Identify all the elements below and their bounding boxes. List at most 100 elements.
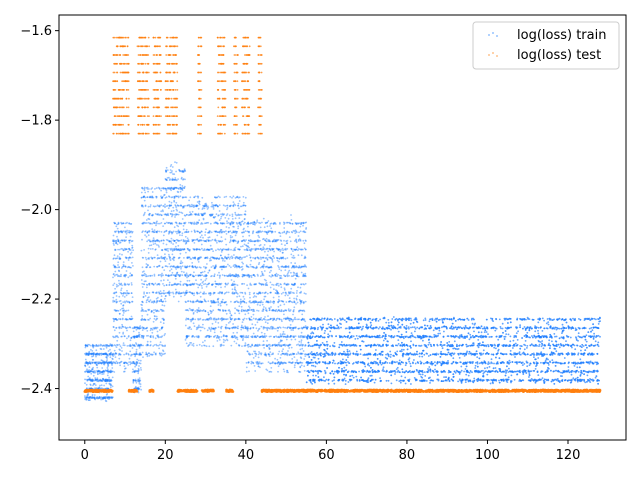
- train-point: [172, 178, 175, 181]
- train-point: [140, 191, 143, 194]
- train-point: [236, 284, 239, 287]
- train-point: [89, 379, 92, 381]
- train-point: [258, 236, 261, 239]
- train-point: [149, 335, 152, 338]
- train-point: [146, 344, 149, 347]
- train-point: [105, 352, 107, 355]
- train-point: [92, 371, 94, 373]
- train-point: [215, 249, 217, 252]
- train-point: [299, 230, 302, 233]
- train-point: [104, 361, 107, 364]
- train-point: [90, 369, 92, 372]
- train-point: [122, 249, 125, 252]
- train-point: [288, 300, 291, 303]
- train-point: [205, 222, 207, 225]
- train-point: [90, 397, 93, 399]
- train-point: [131, 296, 134, 298]
- train-point: [128, 239, 131, 242]
- train-point: [225, 338, 228, 341]
- train-point: [105, 369, 107, 372]
- train-point: [179, 292, 182, 295]
- train-series-points: [84, 161, 601, 403]
- train-point: [141, 266, 144, 269]
- train-point: [187, 275, 190, 278]
- train-point: [176, 232, 178, 235]
- train-point: [147, 252, 150, 254]
- train-point: [104, 344, 107, 346]
- train-point: [207, 334, 209, 337]
- train-point: [167, 207, 170, 210]
- train-point: [193, 292, 196, 295]
- train-point: [184, 309, 187, 311]
- train-point: [234, 283, 237, 286]
- train-point: [301, 317, 304, 320]
- train-point: [294, 327, 297, 330]
- train-point: [247, 242, 250, 245]
- train-point: [150, 327, 152, 330]
- train-point: [283, 313, 285, 316]
- train-point: [280, 275, 282, 277]
- train-point: [244, 196, 247, 199]
- train-point: [203, 270, 206, 273]
- train-point: [157, 291, 160, 294]
- train-point: [266, 265, 269, 268]
- train-point: [223, 274, 226, 277]
- train-point: [100, 379, 103, 382]
- train-point: [100, 362, 103, 365]
- train-point: [249, 263, 252, 266]
- train-point: [278, 268, 281, 270]
- train-point: [256, 361, 259, 364]
- train-point: [139, 325, 142, 327]
- train-point: [156, 344, 158, 347]
- train-point: [116, 255, 119, 257]
- train-point: [100, 362, 103, 365]
- train-point: [109, 380, 112, 382]
- train-point: [288, 319, 291, 321]
- train-point: [93, 397, 96, 400]
- train-point: [97, 362, 100, 365]
- train-point: [198, 343, 201, 346]
- train-point: [285, 338, 288, 341]
- train-point: [89, 378, 92, 381]
- train-point: [85, 353, 88, 356]
- train-point: [238, 221, 241, 224]
- train-point: [160, 197, 163, 199]
- train-point: [144, 230, 147, 233]
- train-point: [102, 370, 104, 373]
- train-point: [94, 361, 96, 364]
- train-point: [110, 344, 113, 347]
- train-point: [96, 397, 98, 400]
- train-point: [107, 396, 109, 399]
- train-point: [104, 352, 106, 355]
- train-point: [231, 213, 234, 216]
- train-point: [240, 301, 243, 304]
- train-point: [162, 205, 165, 207]
- train-point: [163, 258, 166, 261]
- train-point: [299, 286, 302, 289]
- train-point: [105, 352, 108, 355]
- train-point: [289, 292, 292, 294]
- train-point: [87, 378, 90, 381]
- train-point: [130, 315, 133, 318]
- train-point: [300, 271, 303, 274]
- train-point: [248, 307, 251, 309]
- train-point: [215, 337, 218, 339]
- train-point: [233, 230, 236, 233]
- train-point: [273, 250, 275, 253]
- train-point: [254, 370, 257, 372]
- train-point: [268, 347, 271, 350]
- train-point: [153, 273, 156, 276]
- train-point: [115, 301, 118, 304]
- train-point: [149, 248, 152, 250]
- train-point: [234, 307, 237, 310]
- train-point: [261, 303, 264, 306]
- train-point: [217, 308, 220, 311]
- train-point: [220, 319, 223, 322]
- train-point: [278, 260, 280, 263]
- train-point: [189, 196, 192, 199]
- train-point: [284, 362, 287, 364]
- train-point: [233, 340, 236, 343]
- train-point: [128, 239, 131, 242]
- train-point: [151, 274, 154, 277]
- train-point: [300, 265, 303, 268]
